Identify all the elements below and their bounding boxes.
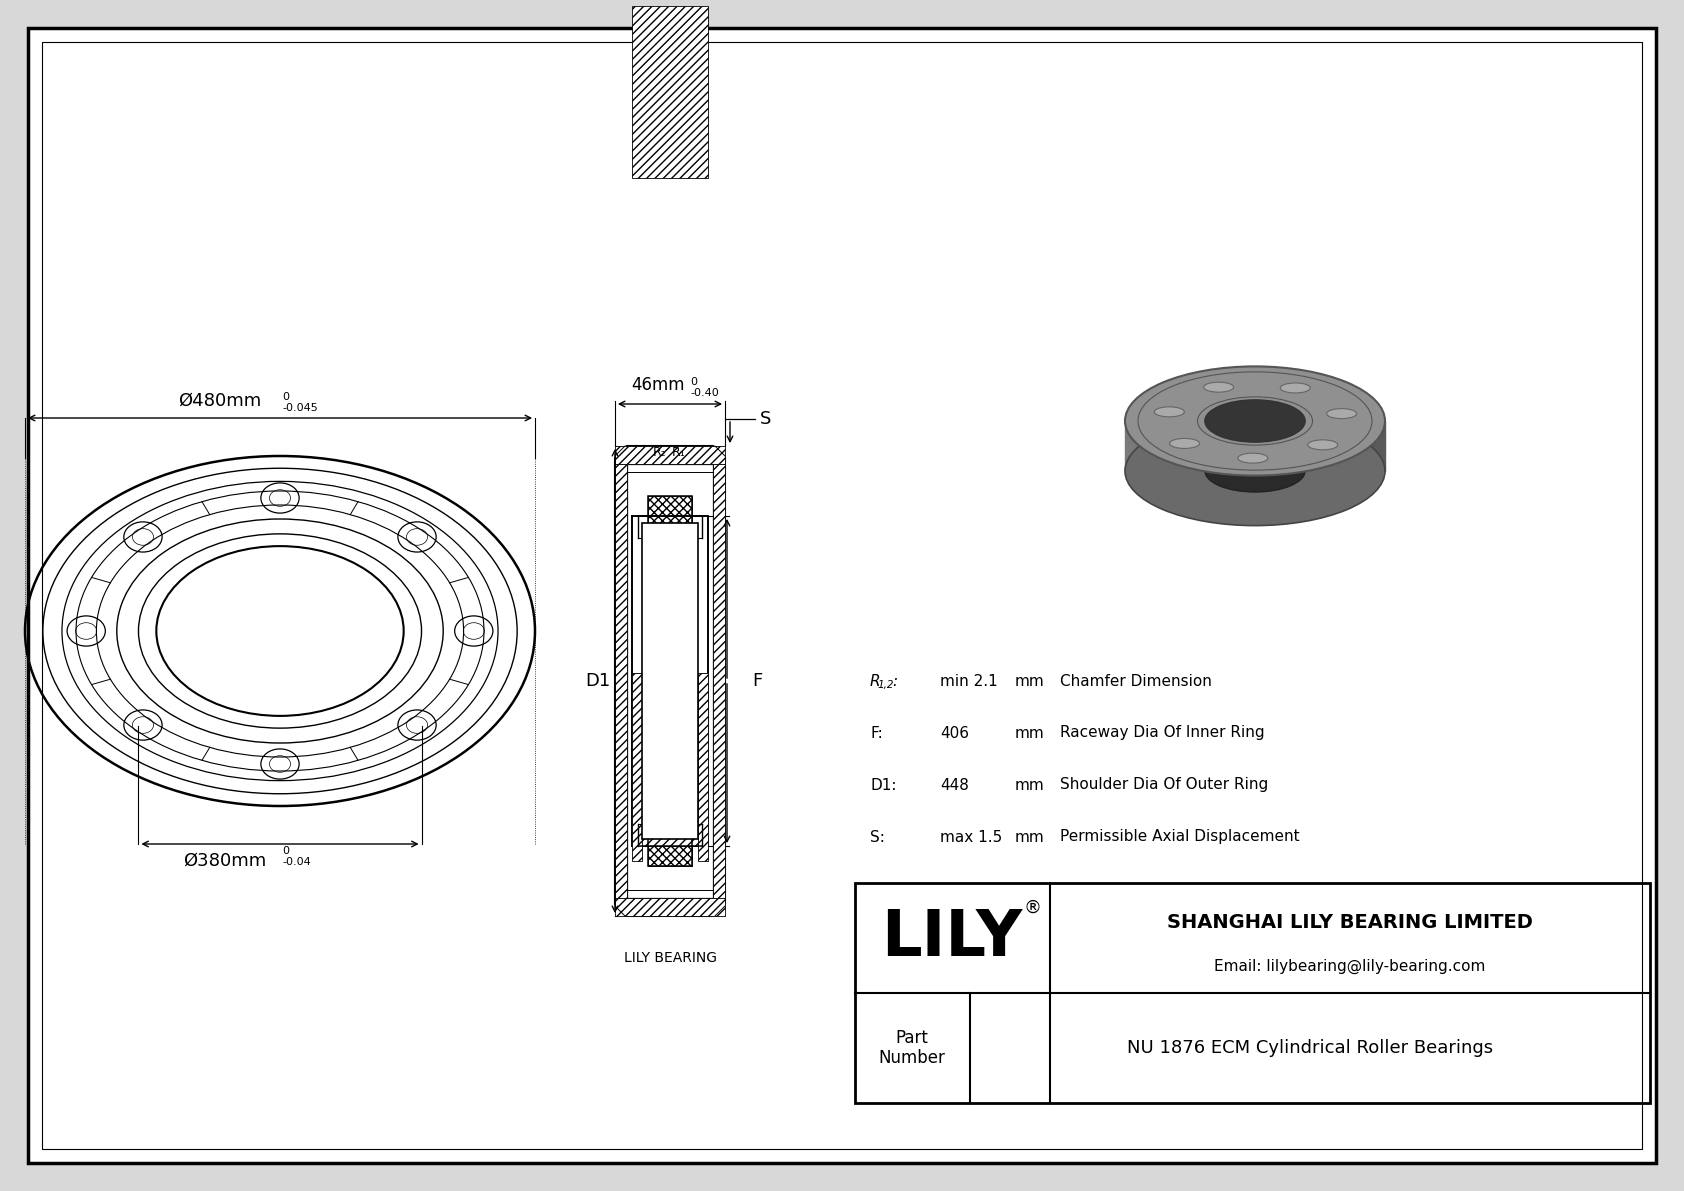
Ellipse shape xyxy=(1206,450,1305,492)
Ellipse shape xyxy=(1280,384,1310,393)
Text: mm: mm xyxy=(1015,673,1044,688)
Bar xyxy=(632,516,707,846)
Text: F:: F: xyxy=(871,725,882,741)
Text: LILY: LILY xyxy=(881,908,1022,969)
Text: 46mm: 46mm xyxy=(632,376,685,394)
Text: mm: mm xyxy=(1015,778,1044,792)
Bar xyxy=(615,445,726,464)
Ellipse shape xyxy=(1327,409,1357,418)
Bar xyxy=(632,673,642,861)
Text: 448: 448 xyxy=(940,778,968,792)
Text: Part
Number: Part Number xyxy=(879,1029,945,1067)
Text: Shoulder Dia Of Outer Ring: Shoulder Dia Of Outer Ring xyxy=(1059,778,1268,792)
Ellipse shape xyxy=(1308,439,1337,450)
Text: Raceway Dia Of Inner Ring: Raceway Dia Of Inner Ring xyxy=(1059,725,1265,741)
Bar xyxy=(632,673,707,846)
Bar xyxy=(855,883,1650,1103)
Text: NU 1876 ECM Cylindrical Roller Bearings: NU 1876 ECM Cylindrical Roller Bearings xyxy=(1127,1039,1494,1056)
Text: 1,2: 1,2 xyxy=(877,680,894,690)
Text: 0: 0 xyxy=(281,392,290,403)
Text: -0.045: -0.045 xyxy=(281,403,318,413)
Text: Email: lilybearing@lily-bearing.com: Email: lilybearing@lily-bearing.com xyxy=(1214,959,1485,974)
Bar xyxy=(648,495,692,666)
Text: Ø380mm: Ø380mm xyxy=(184,852,266,869)
Bar xyxy=(615,898,726,916)
Text: S:: S: xyxy=(871,829,884,844)
Bar xyxy=(615,464,626,898)
Bar xyxy=(642,523,697,838)
Text: -0.40: -0.40 xyxy=(690,388,719,398)
Text: Chamfer Dimension: Chamfer Dimension xyxy=(1059,673,1212,688)
Bar xyxy=(632,6,707,177)
Text: D1: D1 xyxy=(584,672,610,690)
Text: mm: mm xyxy=(1015,725,1044,741)
Ellipse shape xyxy=(1206,400,1305,442)
Text: 406: 406 xyxy=(940,725,968,741)
Bar xyxy=(648,696,692,866)
Ellipse shape xyxy=(1238,453,1268,463)
Text: SHANGHAI LILY BEARING LIMITED: SHANGHAI LILY BEARING LIMITED xyxy=(1167,913,1532,933)
Text: min 2.1: min 2.1 xyxy=(940,673,997,688)
Ellipse shape xyxy=(1170,438,1199,449)
Ellipse shape xyxy=(1125,417,1384,525)
Bar xyxy=(648,495,692,666)
Text: R₂: R₂ xyxy=(652,445,665,459)
Text: R₁: R₁ xyxy=(672,445,685,459)
Ellipse shape xyxy=(1154,407,1184,417)
Bar xyxy=(648,696,692,866)
Text: LILY BEARING: LILY BEARING xyxy=(623,950,716,965)
Text: D1:: D1: xyxy=(871,778,896,792)
Text: Ø480mm: Ø480mm xyxy=(179,392,261,410)
Text: :: : xyxy=(893,673,898,688)
Text: R: R xyxy=(871,673,881,688)
Text: 0: 0 xyxy=(281,846,290,856)
Text: mm: mm xyxy=(1015,829,1044,844)
Text: S: S xyxy=(759,410,771,428)
Ellipse shape xyxy=(1204,382,1234,392)
Text: -0.04: -0.04 xyxy=(281,858,312,867)
Text: max 1.5: max 1.5 xyxy=(940,829,1002,844)
Text: 0: 0 xyxy=(690,378,697,387)
Text: ®: ® xyxy=(1024,899,1042,917)
Text: F: F xyxy=(753,672,763,690)
Bar xyxy=(697,673,707,861)
Text: Permissible Axial Displacement: Permissible Axial Displacement xyxy=(1059,829,1300,844)
Bar xyxy=(712,464,726,898)
Ellipse shape xyxy=(1125,367,1384,475)
